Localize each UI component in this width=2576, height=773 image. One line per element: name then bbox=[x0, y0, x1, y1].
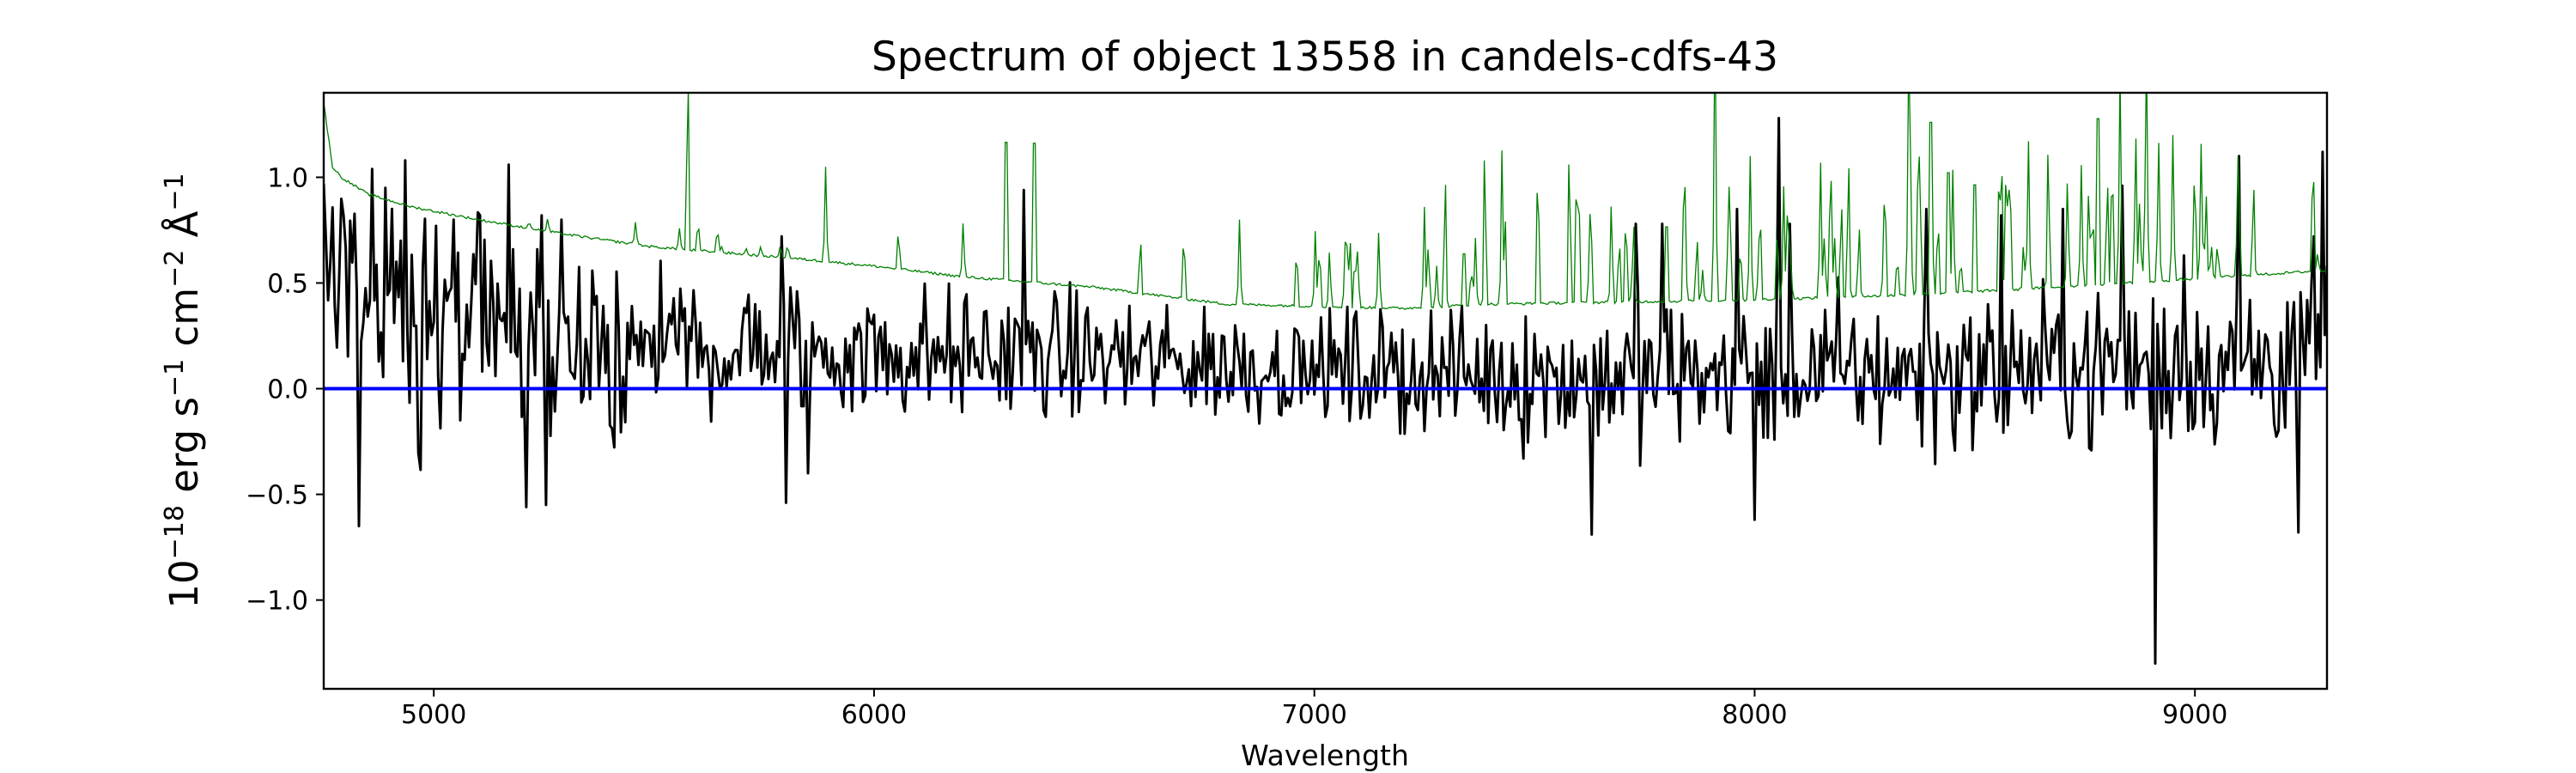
chart-title: Spectrum of object 13558 in candels-cdfs… bbox=[872, 33, 1778, 81]
y-tick-label: 0.5 bbox=[267, 269, 308, 299]
x-tick-label: 9000 bbox=[2162, 700, 2227, 730]
plot-area bbox=[324, 93, 2327, 665]
x-tick-label: 7000 bbox=[1282, 700, 1347, 730]
y-tick-label: −1.0 bbox=[246, 587, 308, 617]
y-label-part-2: erg s bbox=[161, 397, 207, 505]
y-axis: 1.0 0.5 0.0 −0.5 −1.0 bbox=[246, 163, 324, 617]
y-label-exp-7: −1 bbox=[160, 173, 190, 210]
x-tick-label: 8000 bbox=[1722, 700, 1787, 730]
y-label-exp-5: −2 bbox=[160, 250, 190, 288]
y-axis-label: 10−18 erg s−1 cm−2 Å−1 bbox=[160, 173, 207, 608]
x-axis: 5000 6000 7000 8000 9000 bbox=[401, 689, 2227, 730]
y-tick-label: 0.0 bbox=[267, 375, 308, 405]
y-label-part-4: cm bbox=[161, 288, 207, 359]
y-label-part-6: Å bbox=[161, 210, 207, 249]
plot-frame bbox=[322, 91, 2329, 691]
x-tick-label: 5000 bbox=[401, 700, 466, 730]
y-label-exp-1: −18 bbox=[160, 505, 190, 559]
y-tick-label: 1.0 bbox=[267, 163, 308, 193]
error-spectrum-line bbox=[324, 93, 2327, 310]
y-label-exp-3: −1 bbox=[160, 359, 190, 397]
flux-spectrum-line bbox=[324, 117, 2327, 665]
y-tick-label: −0.5 bbox=[246, 481, 308, 511]
y-label-part-0: 10 bbox=[161, 559, 207, 608]
x-tick-label: 6000 bbox=[841, 700, 907, 730]
series-group bbox=[324, 93, 2327, 665]
x-axis-label: Wavelength bbox=[1241, 739, 1409, 772]
